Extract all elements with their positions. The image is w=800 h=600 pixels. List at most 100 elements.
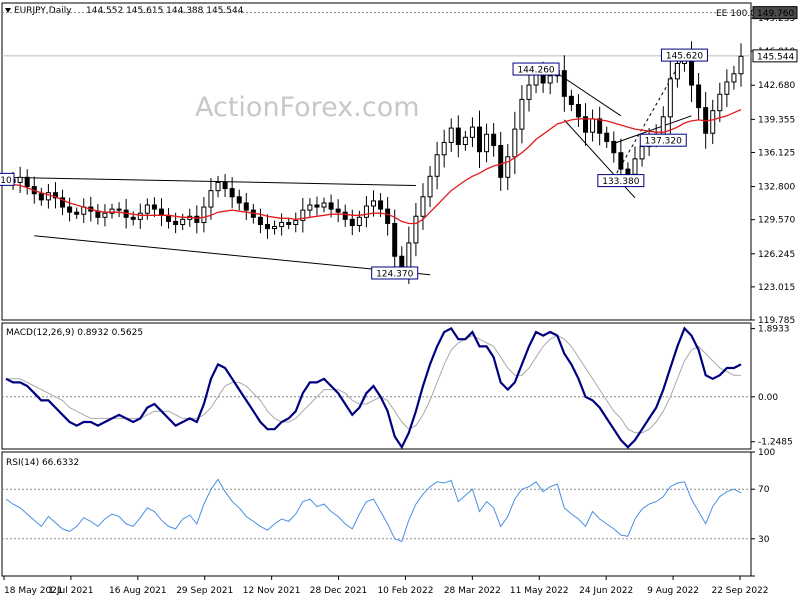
candle-body (674, 62, 680, 80)
price-level-tag-label: 145.544 (757, 52, 794, 62)
candle-body (618, 152, 624, 170)
annotation-label: 124.370 (376, 269, 413, 279)
price-tick-label: 132.800 (758, 183, 795, 193)
candle-body (448, 127, 454, 143)
candle-body (74, 211, 80, 215)
candle-body (208, 190, 214, 208)
candle-body (116, 208, 122, 211)
candle-body (590, 118, 596, 133)
price-level-tag-label: 149.760 (757, 9, 794, 19)
axes: 149.235146.010142.680139.355136.125132.8… (3, 6, 798, 596)
candle-body (363, 205, 369, 218)
macd-line (5, 326, 742, 450)
macd-title: MACD(12,26,9) 0.8932 0.5625 (6, 328, 143, 338)
candle-body (166, 214, 172, 222)
candle-body (611, 140, 617, 154)
date-tick-label: 10 Feb 2022 (377, 586, 433, 596)
candle-body (710, 110, 716, 134)
price-tick-label: 136.125 (758, 148, 795, 158)
candle-body (45, 192, 51, 201)
candle-body (378, 200, 384, 210)
rsi-tick-label: 100 (758, 448, 775, 458)
date-tick-label: 18 May 2021 (4, 586, 63, 596)
price-tick-label: 123.015 (758, 283, 795, 293)
candle-body (130, 216, 136, 220)
candle-body (519, 98, 525, 130)
candle-body (222, 181, 228, 190)
rsi-pane[interactable] (1, 451, 752, 577)
annotation-label: 145.620 (666, 52, 703, 62)
candle-body (696, 84, 702, 109)
price-tick-label: 142.680 (758, 81, 795, 91)
candle-body (392, 222, 398, 257)
candle-body (583, 116, 589, 133)
candle-body (399, 255, 405, 269)
rsi-tick-label: 70 (758, 485, 770, 495)
candle-body (335, 208, 341, 213)
annotation-label: 10 (0, 176, 12, 186)
date-tick-label: 1 Jul 2021 (48, 586, 93, 596)
candle-body (413, 215, 419, 244)
macd-tick-label: 1.8933 (758, 325, 790, 335)
candle-body (561, 70, 567, 97)
annotation-box (371, 266, 419, 280)
price-tick-label: 126.245 (758, 250, 795, 260)
candle-body (229, 188, 235, 198)
macd-tick-label: -1.2485 (758, 438, 793, 448)
candle-body (441, 141, 447, 156)
candle-body (173, 220, 179, 225)
candle-body (144, 204, 150, 214)
candle-body (52, 192, 58, 199)
candle-body (406, 242, 412, 269)
candle-body (604, 132, 610, 142)
candle-body (236, 196, 242, 204)
price-tick-label: 119.785 (758, 316, 795, 326)
candle-body (420, 196, 426, 217)
candle-body (349, 218, 355, 227)
candle-body (201, 206, 207, 223)
candle-body (477, 126, 483, 153)
candle-body (151, 204, 157, 210)
macd-lines (5, 326, 742, 450)
ee-label: EE 100.0 (716, 9, 756, 19)
candle-body (293, 219, 299, 225)
candle-body (60, 197, 66, 208)
candle-body (243, 202, 249, 211)
annotation-box (0, 172, 15, 186)
price-annotations: 144.260 145.620 137.320 133.380 124.370 10 (0, 48, 708, 280)
candle-body (264, 223, 270, 230)
rsi-lines (5, 478, 742, 542)
rsi-title: RSI(14) 66.6332 (6, 458, 79, 468)
candle-body (455, 127, 461, 146)
candle-body (67, 206, 73, 213)
candle-body (286, 221, 292, 225)
candle-body (307, 204, 313, 211)
collapse-triangle-icon[interactable] (5, 8, 11, 13)
candle-body (547, 75, 553, 84)
ohlc-readout: 144.552 145.615 144.388 145.544 (86, 6, 244, 16)
candle-body (498, 145, 504, 178)
ma-line (6, 109, 742, 225)
candle-body (137, 212, 143, 220)
candle-body (731, 73, 737, 83)
candle-body (505, 156, 511, 178)
candle-body (257, 216, 263, 225)
macd-pane[interactable] (1, 322, 752, 450)
candle-body (109, 208, 115, 214)
candle-body (215, 181, 221, 192)
candle-body (279, 221, 285, 228)
candle-body (180, 218, 186, 225)
date-tick-label: 11 May 2022 (510, 586, 569, 596)
rsi-line (5, 478, 742, 542)
candle-body (385, 208, 391, 224)
candle-body (625, 168, 631, 175)
candle-body (356, 216, 362, 227)
price-level-tag (752, 49, 798, 63)
candle-body (194, 215, 200, 223)
date-tick-label: 9 Aug 2022 (647, 586, 699, 596)
candle-body (95, 210, 101, 218)
candle-body (484, 133, 490, 153)
candle-body (526, 84, 532, 100)
candle-body (632, 158, 638, 175)
candle-body (597, 118, 603, 134)
